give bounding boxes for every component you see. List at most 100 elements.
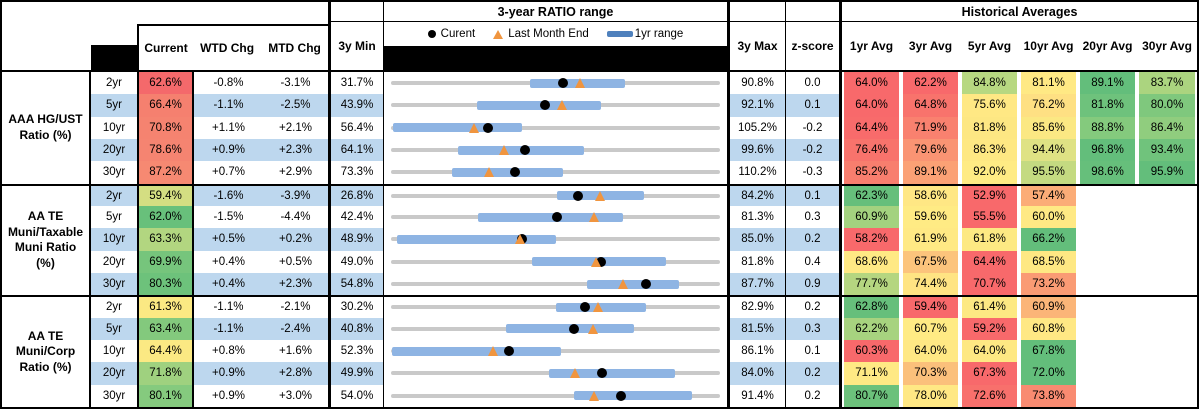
current-value-cell: 63.4% — [137, 317, 194, 340]
historical-avg-cell: 60.8% — [1019, 317, 1078, 340]
historical-avg-cell: 95.5% — [1019, 161, 1078, 184]
range-plot — [391, 362, 720, 384]
historical-avg-cell: 92.0% — [960, 161, 1019, 184]
three-year-min-cell: 56.4% — [331, 116, 384, 139]
historical-avg-cell: 58.2% — [842, 228, 901, 251]
change-columns-header: Current WTD Chg MTD Chg — [137, 2, 331, 72]
last-month-triangle-marker — [595, 190, 606, 201]
z-score-cell: 0.4 — [786, 250, 842, 273]
last-month-triangle-marker — [588, 212, 599, 223]
historical-avg-cell: 64.8% — [901, 94, 960, 117]
range-chart-cell — [384, 72, 730, 95]
current-value-cell: 70.8% — [137, 116, 194, 139]
historical-avg-cell: 78.0% — [901, 384, 960, 407]
mtd-chg-cell: -2.4% — [263, 317, 331, 340]
historical-avg-cell: 93.4% — [1137, 139, 1197, 162]
tenor-cell: 2yr — [91, 295, 137, 317]
three-year-min-cell: 49.9% — [331, 362, 384, 385]
avg-20yr-column-header: 20yr Avg — [1078, 22, 1137, 72]
range-plot — [391, 72, 720, 94]
last-month-triangle-marker — [593, 302, 604, 313]
current-dot-marker — [641, 279, 651, 290]
current-dot-marker — [615, 390, 626, 401]
current-value-cell: 59.4% — [137, 183, 194, 206]
tenor-cell: 10yr — [91, 228, 137, 251]
historical-avg-cell — [1078, 362, 1137, 385]
mtd-chg-cell: +1.6% — [263, 340, 331, 363]
z-score-cell: 0.1 — [786, 340, 842, 363]
historical-avg-cell: 64.0% — [842, 94, 901, 117]
historical-avg-value: 64.4% — [844, 116, 899, 139]
three-year-min-cell: 49.0% — [331, 250, 384, 273]
avg-1yr-column-header: 1yr Avg — [842, 22, 901, 72]
historical-avg-cell: 89.1% — [901, 161, 960, 184]
historical-avg-cell: 72.0% — [1019, 362, 1078, 385]
avg-3yr-column-header: 3yr Avg — [901, 22, 960, 72]
one-year-range-bar — [391, 346, 562, 356]
range-plot — [391, 297, 720, 317]
historical-avg-value: 64.8% — [903, 94, 958, 117]
range-chart-cell — [384, 139, 730, 162]
historical-avg-cell: 60.9% — [842, 206, 901, 229]
one-year-range-bar-icon — [606, 31, 633, 37]
current-dot-marker — [551, 212, 562, 223]
wtd-chg-cell: +0.5% — [194, 228, 263, 251]
historical-avg-value: 72.0% — [1021, 362, 1076, 385]
z-score-cell: 0.0 — [786, 72, 842, 95]
tenor-cell: 10yr — [102, 121, 126, 134]
z-score-cell: 0.1 — [786, 183, 842, 206]
historical-avg-value: 81.8% — [962, 116, 1017, 139]
one-year-range-bar — [573, 391, 692, 401]
legend-last-month-item: Last Month End — [493, 28, 589, 40]
historical-avg-cell: 60.7% — [901, 317, 960, 340]
historical-avg-value: 67.5% — [903, 250, 958, 273]
historical-avg-cell: 94.4% — [1019, 139, 1078, 162]
historical-avg-value: 55.5% — [962, 206, 1017, 229]
historical-avg-value: 71.9% — [903, 116, 958, 139]
historical-avg-cell — [1078, 183, 1137, 206]
historical-avg-value: 70.3% — [903, 362, 958, 385]
historical-avg-cell: 67.8% — [1019, 340, 1078, 363]
historical-avg-cell — [1078, 340, 1137, 363]
last-month-triangle-marker — [570, 368, 581, 379]
tenor-cell: 30yr — [102, 389, 126, 402]
historical-avg-value: 60.9% — [1021, 297, 1076, 318]
historical-avg-cell: 98.6% — [1078, 161, 1137, 184]
historical-avg-cell: 74.4% — [901, 273, 960, 296]
current-dot-marker — [597, 368, 608, 379]
tenor-cell: 5yr — [106, 211, 122, 224]
historical-avg-cell: 71.9% — [901, 116, 960, 139]
range-plot — [391, 385, 720, 407]
range-chart-cell — [384, 317, 730, 340]
historical-avg-cell: 59.4% — [901, 295, 960, 318]
range-chart-cell — [384, 94, 730, 117]
current-value-cell: 69.9% — [137, 250, 194, 273]
historical-avg-value: 61.8% — [962, 228, 1017, 251]
group-label: AA TE Muni/Taxable Muni Ratio (%) — [2, 183, 91, 296]
wtd-chg-cell: -1.1% — [194, 295, 263, 317]
historical-avg-value: 61.4% — [962, 297, 1017, 318]
one-year-range-bar — [393, 123, 522, 133]
historical-avg-value: 95.5% — [1021, 161, 1076, 184]
avg-10yr-column-header: 10yr Avg — [1019, 22, 1078, 72]
historical-avg-cell — [1137, 273, 1197, 296]
historical-avg-cell: 81.1% — [1019, 72, 1078, 95]
three-year-min-cell: 30.2% — [331, 295, 384, 318]
historical-avg-value: 86.4% — [1139, 116, 1195, 139]
range-plot — [391, 228, 720, 250]
historical-avg-value: 80.7% — [844, 384, 899, 407]
historical-avg-value: 70.7% — [962, 273, 1017, 296]
historical-avg-cell: 76.2% — [1019, 94, 1078, 117]
wtd-chg-cell: +1.1% — [212, 121, 245, 134]
range-chart-cell — [384, 384, 730, 407]
range-plot — [391, 139, 720, 161]
current-value-cell: 71.8% — [137, 362, 194, 385]
range-plot — [391, 273, 720, 295]
historical-avg-value: 78.0% — [903, 384, 958, 407]
historical-avg-cell: 88.8% — [1078, 116, 1137, 139]
three-year-max-cell: 81.8% — [730, 250, 786, 273]
mtd-chg-cell: +2.3% — [263, 139, 331, 162]
historical-avg-cell — [1078, 228, 1137, 251]
historical-avg-value: 76.4% — [844, 139, 899, 162]
range-plot — [391, 94, 720, 116]
